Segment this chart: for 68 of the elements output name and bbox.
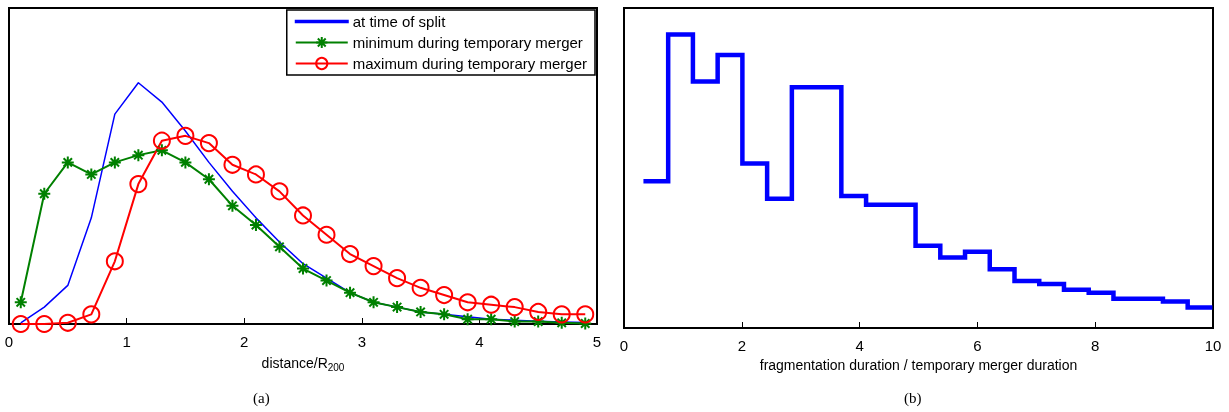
point [105, 252, 124, 271]
point [13, 295, 28, 310]
point [435, 286, 454, 305]
point [460, 312, 475, 327]
point [341, 245, 360, 264]
point [246, 165, 265, 184]
point [248, 218, 263, 233]
point [58, 313, 77, 332]
point [413, 304, 428, 319]
point [343, 285, 358, 300]
point [552, 305, 571, 324]
point [225, 198, 240, 213]
point [366, 295, 381, 310]
point [272, 239, 287, 254]
point [129, 175, 148, 194]
x-tick-label: 4 [475, 333, 484, 350]
x-tick-label: 0 [619, 337, 629, 354]
point [411, 278, 430, 297]
text: (a) [253, 389, 270, 407]
x-tick-label: 6 [973, 337, 982, 354]
x-tick-label: 10 [1204, 337, 1222, 354]
point [319, 273, 334, 288]
point [131, 148, 146, 163]
x-tick-label: 8 [1091, 337, 1100, 354]
x-tick-label: 2 [737, 337, 746, 354]
x-tick-label: 0 [4, 333, 14, 350]
point [84, 167, 99, 182]
point [152, 131, 171, 150]
point [507, 314, 522, 329]
point [270, 182, 289, 201]
point [458, 293, 477, 312]
point [60, 155, 75, 170]
x-tick-label: 4 [855, 337, 864, 354]
legend-label: maximum during temporary merger [352, 55, 588, 72]
point [388, 269, 407, 288]
x-axis-title: fragmentation duration / temporary merger duration [759, 357, 1078, 373]
text: (b) [904, 389, 922, 407]
point [107, 155, 122, 170]
point [11, 315, 30, 333]
point [201, 172, 216, 187]
point [437, 307, 452, 322]
point [199, 134, 218, 153]
point [82, 305, 101, 324]
point [390, 300, 405, 315]
point [554, 315, 569, 330]
point [364, 257, 383, 276]
point [482, 295, 501, 314]
point [296, 261, 310, 276]
point [578, 316, 593, 331]
point [178, 155, 193, 170]
point [505, 298, 524, 317]
point [223, 155, 242, 174]
point [35, 315, 54, 333]
x-tick-label: 2 [240, 333, 249, 350]
point [154, 143, 169, 158]
legend-label: minimum during temporary merger [352, 34, 583, 51]
point [484, 312, 499, 327]
x-tick-label: 1 [122, 333, 131, 350]
x-tick-label: 3 [357, 333, 366, 350]
point [529, 302, 548, 321]
point [294, 206, 312, 225]
point [576, 305, 595, 324]
legend-label: at time of split [352, 13, 447, 30]
point [531, 314, 546, 329]
x-tick-label: 5 [592, 333, 602, 350]
point [176, 126, 195, 145]
point [37, 186, 52, 201]
point [317, 225, 336, 244]
